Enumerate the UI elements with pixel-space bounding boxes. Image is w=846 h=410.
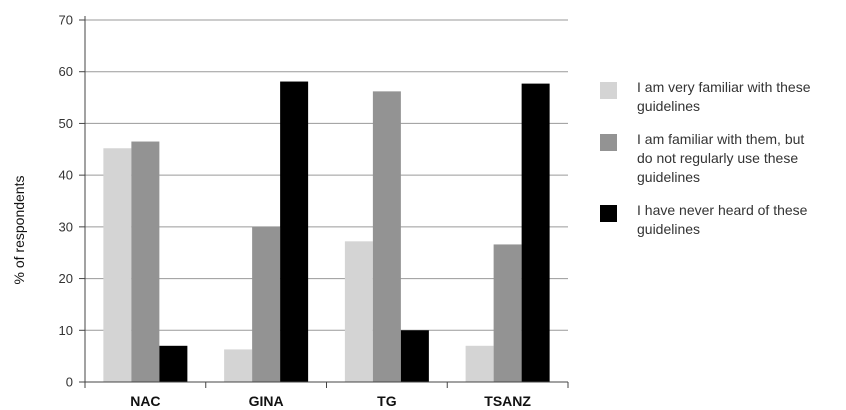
x-tick-label: GINA	[249, 393, 284, 409]
y-tick-label: 10	[59, 323, 73, 338]
bar-tg-series-1	[344, 241, 373, 382]
legend-label-familiar: I am familiar with them, but do not regu…	[637, 131, 805, 185]
legend-item-never-heard: I have never heard of these guidelines	[600, 201, 844, 239]
bar-tsanz-series-1	[465, 345, 494, 382]
bars	[103, 81, 550, 382]
legend-swatch-familiar	[600, 134, 617, 151]
x-tick-label: NAC	[130, 393, 160, 409]
legend-item-familiar: I am familiar with them, but do not regu…	[600, 130, 844, 187]
y-axis-title: % of respondents	[11, 176, 27, 285]
bar-tsanz-series-3	[521, 83, 550, 382]
bar-nac-series-3	[159, 345, 188, 382]
bar-gina-series-1	[224, 349, 253, 382]
x-tick-label: TG	[377, 393, 397, 409]
y-tick-label: 40	[59, 168, 73, 183]
bar-gina-series-2	[252, 226, 281, 382]
legend-label-very-familiar: I am very familiar with these guidelines	[637, 79, 811, 114]
x-tick-label: TSANZ	[484, 393, 531, 409]
legend-label-never-heard: I have never heard of these guidelines	[637, 202, 808, 237]
legend-swatch-never-heard	[600, 205, 617, 222]
bar-gina-series-3	[280, 81, 309, 382]
y-tick-label: 0	[66, 375, 73, 390]
bar-nac-series-1	[103, 148, 132, 382]
y-tick-label: 20	[59, 271, 73, 286]
gridlines	[85, 19, 568, 331]
bar-tg-series-3	[400, 330, 429, 382]
legend: I am very familiar with these guidelines…	[600, 78, 844, 253]
y-tick-label: 50	[59, 116, 73, 131]
legend-swatch-very-familiar	[600, 82, 617, 99]
axes: 0 10 20 30 40 50 60 70 NAC GINA TG TSANZ	[59, 13, 569, 409]
legend-item-very-familiar: I am very familiar with these guidelines	[600, 78, 844, 116]
y-tick-label: 30	[59, 219, 73, 234]
y-tick-label: 70	[59, 13, 73, 28]
bar-nac-series-2	[131, 141, 160, 382]
bar-tg-series-2	[372, 91, 401, 382]
bar-tsanz-series-2	[493, 244, 522, 382]
y-tick-label: 60	[59, 64, 73, 79]
